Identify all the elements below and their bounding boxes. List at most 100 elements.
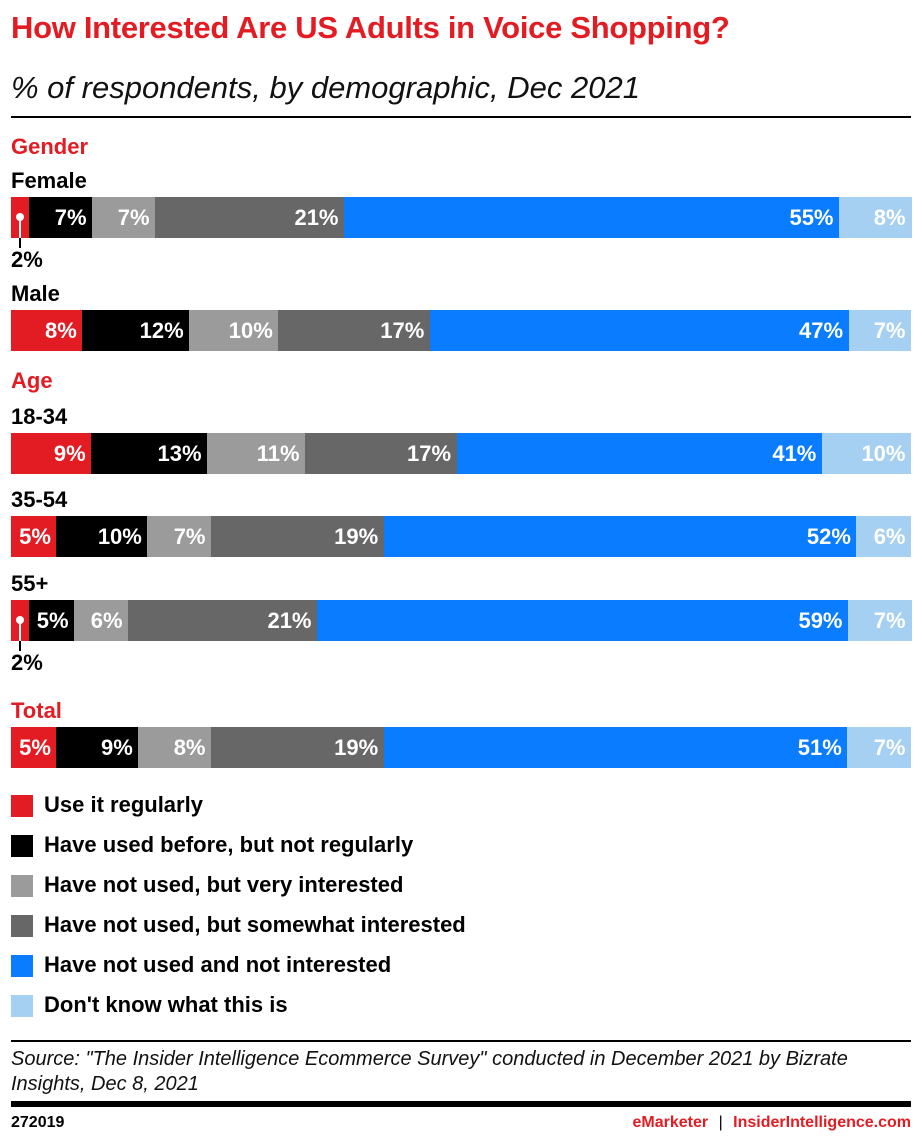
legend-label: Use it regularly <box>44 792 203 817</box>
data-label: 47% <box>799 318 844 343</box>
data-label: 8% <box>44 318 77 343</box>
data-label: 9% <box>100 735 133 760</box>
bar-segment: 5% <box>11 516 57 557</box>
legend-label: Have used before, but not regularly <box>44 832 414 857</box>
group-label: Total <box>11 698 62 723</box>
data-label: 19% <box>334 735 379 760</box>
legend-label: Have not used and not interested <box>44 952 392 977</box>
chart-title: How Interested Are US Adults in Voice Sh… <box>11 10 730 45</box>
bar-segment: 9% <box>56 727 139 768</box>
footer-divider <box>11 1101 911 1107</box>
data-label: 55% <box>789 205 834 230</box>
bar-segment: 7% <box>847 727 912 768</box>
bar-segment: 9% <box>11 433 92 474</box>
legend-swatch <box>11 995 33 1017</box>
data-label: 17% <box>380 318 425 343</box>
bar-segment: 19% <box>211 727 385 768</box>
group-label: Gender <box>11 134 89 159</box>
bar-segment: 13% <box>91 433 208 474</box>
bar-segment: 8% <box>138 727 212 768</box>
data-label: 11% <box>256 441 300 466</box>
bar-segment: 19% <box>211 516 385 557</box>
bar-segment: 55% <box>344 197 840 238</box>
bar-segment: 21% <box>155 197 345 238</box>
data-label: 8% <box>873 205 906 230</box>
row-label: Female <box>11 168 87 193</box>
data-label: 13% <box>157 441 202 466</box>
bar-row: 5% 10% 7% 19% 52% 6% <box>11 516 912 557</box>
bar-segment: 7% <box>848 600 912 641</box>
legend-swatch <box>11 835 33 857</box>
legend-label: Don't know what this is <box>44 992 288 1017</box>
data-label: 21% <box>294 205 339 230</box>
bar-segment: 6% <box>74 600 129 641</box>
callout-stem <box>19 641 21 651</box>
bar-segment: 12% <box>82 310 190 351</box>
data-label: 6% <box>873 524 906 549</box>
callout-stem <box>19 238 21 248</box>
legend-label: Have not used, but very interested <box>44 872 404 897</box>
callout-stem <box>19 622 21 641</box>
row-label: 35-54 <box>11 487 68 512</box>
data-label: 2% <box>11 650 43 675</box>
data-label: 10% <box>861 441 906 466</box>
bar-segment: 10% <box>189 310 279 351</box>
row-label: 55+ <box>11 571 49 596</box>
bar-segment: 5% <box>11 727 57 768</box>
data-label: 2% <box>11 247 43 272</box>
data-label: 41% <box>772 441 817 466</box>
bar-segment: 5% <box>29 600 75 641</box>
bar-segment: 7% <box>147 516 212 557</box>
bar-segment: 7% <box>29 197 93 238</box>
data-label: 21% <box>267 608 312 633</box>
chart-id: 272019 <box>11 1114 65 1131</box>
data-label: 9% <box>53 441 86 466</box>
source-divider <box>11 1040 911 1042</box>
data-label: 7% <box>173 524 206 549</box>
bar-segment: 6% <box>856 516 912 557</box>
bar-segment: 8% <box>839 197 912 238</box>
data-label: 7% <box>54 205 87 230</box>
data-label: 10% <box>228 318 273 343</box>
legend-swatch <box>11 875 33 897</box>
data-label: 52% <box>806 524 851 549</box>
bar-row: 5% 6% 21% 59% 7% <box>11 600 912 651</box>
data-label: 5% <box>19 524 51 549</box>
bar-segment: 11% <box>207 433 306 474</box>
data-label: 10% <box>97 524 142 549</box>
data-label: 51% <box>797 735 842 760</box>
bar-segment: 10% <box>821 433 912 474</box>
brand-insider-intelligence: InsiderIntelligence.com <box>733 1114 911 1131</box>
data-label: 8% <box>173 735 206 760</box>
data-label: 7% <box>873 318 906 343</box>
bar-row: 5% 9% 8% 19% 51% 7% <box>11 727 912 768</box>
bar-segment <box>11 600 30 651</box>
legend-swatch <box>11 795 33 817</box>
row-label: 18-34 <box>11 404 68 429</box>
brand: eMarketer | InsiderIntelligence.com <box>633 1114 912 1132</box>
bar-segment: 7% <box>92 197 156 238</box>
legend-label: Have not used, but somewhat interested <box>44 912 466 937</box>
data-label: 7% <box>117 205 150 230</box>
brand-emarketer: eMarketer <box>632 1114 709 1131</box>
bar-row: 9% 13% 11% 17% 41% 10% <box>11 433 912 474</box>
legend-swatch <box>11 955 33 977</box>
data-label: 59% <box>798 608 843 633</box>
bar-segment: 51% <box>383 727 848 768</box>
source-note: Source: "The Insider Intelligence Ecomme… <box>11 1048 848 1095</box>
data-label: 12% <box>139 318 184 343</box>
data-label: 5% <box>19 735 51 760</box>
bar-segment <box>11 197 30 248</box>
bar-segment: 52% <box>383 516 857 557</box>
bar-segment: 17% <box>278 310 431 351</box>
bar-row: 7% 7% 21% 55% 8% <box>11 197 912 248</box>
bar-segment: 47% <box>429 310 850 351</box>
data-label: 7% <box>873 608 906 633</box>
data-label: 5% <box>36 608 69 633</box>
data-label: 19% <box>334 524 379 549</box>
title-divider <box>11 116 911 118</box>
data-label: 17% <box>406 441 452 466</box>
bar-segment: 7% <box>848 310 912 351</box>
bar-segment: 21% <box>128 600 318 641</box>
